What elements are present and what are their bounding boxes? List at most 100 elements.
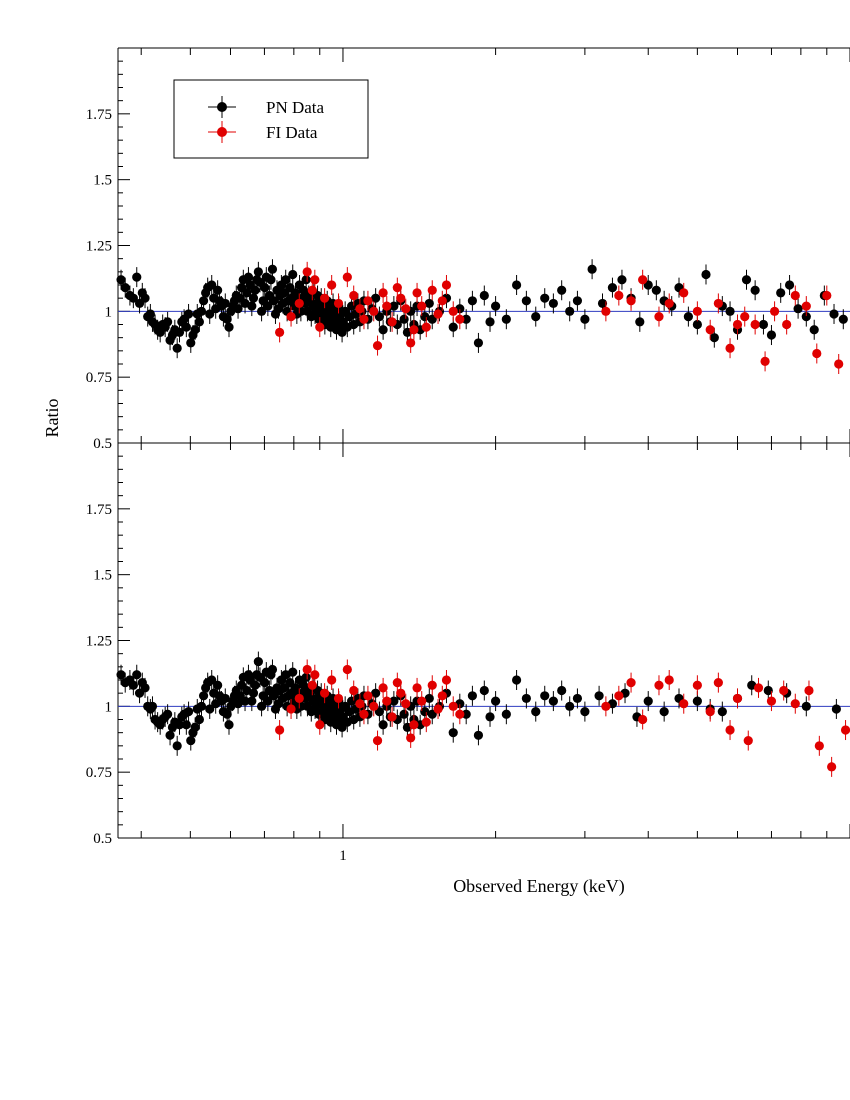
- marker: [427, 680, 437, 690]
- marker: [186, 338, 196, 348]
- marker: [327, 280, 337, 290]
- pn-data-point: [207, 275, 217, 295]
- marker: [838, 314, 848, 324]
- marker: [705, 707, 715, 717]
- marker: [310, 275, 320, 285]
- y-tick-label: 1.5: [93, 173, 112, 189]
- marker: [709, 333, 719, 343]
- pn-data-point: [220, 688, 230, 709]
- marker: [424, 693, 434, 704]
- marker: [315, 322, 325, 332]
- marker: [812, 348, 822, 359]
- pn-data-point: [717, 701, 727, 722]
- pn-data-point: [635, 311, 645, 332]
- fi-data-point: [743, 730, 753, 751]
- marker: [809, 325, 819, 335]
- marker: [572, 693, 583, 704]
- pn-data-point: [491, 296, 501, 317]
- marker: [412, 288, 422, 298]
- fi-data-point: [713, 293, 723, 314]
- y-tick-label: 1.75: [86, 107, 112, 123]
- marker: [427, 285, 437, 295]
- marker: [401, 699, 411, 709]
- pn-data-point: [389, 296, 399, 317]
- marker: [253, 656, 263, 667]
- fi-data-point: [638, 709, 648, 730]
- marker: [448, 322, 458, 332]
- legend-label-pn: PN Data: [266, 98, 325, 117]
- marker: [281, 670, 291, 680]
- marker: [643, 696, 653, 706]
- marker: [392, 283, 402, 293]
- marker: [635, 317, 645, 327]
- marker: [638, 275, 648, 285]
- fi-data-point: [320, 288, 330, 309]
- fi-data-point: [302, 261, 312, 282]
- fi-data-point: [382, 691, 392, 712]
- marker: [396, 293, 406, 303]
- pn-data-point: [701, 264, 711, 285]
- marker: [597, 298, 608, 309]
- marker: [531, 312, 541, 322]
- marker: [301, 672, 311, 682]
- pn-data-point: [224, 714, 234, 735]
- marker: [784, 280, 795, 290]
- marker: [128, 680, 138, 690]
- marker: [732, 319, 743, 330]
- marker: [790, 290, 800, 301]
- marker: [638, 714, 648, 725]
- marker: [548, 696, 558, 706]
- marker: [198, 691, 209, 701]
- fi-data-point: [315, 317, 325, 338]
- pn-data-point: [473, 725, 484, 746]
- pn-data-point: [540, 685, 550, 706]
- marker: [181, 322, 191, 332]
- fi-data-point: [396, 288, 406, 309]
- marker: [260, 283, 270, 293]
- fi-data-point: [427, 280, 437, 301]
- fi-data-point: [387, 706, 397, 727]
- marker: [302, 664, 312, 675]
- pn-data-point: [838, 309, 848, 330]
- marker: [740, 312, 750, 322]
- pn-data-point: [587, 259, 597, 280]
- pn-data-point: [172, 338, 182, 359]
- pn-data-point: [448, 722, 458, 743]
- pn-data-point: [172, 735, 182, 756]
- marker: [448, 728, 458, 738]
- marker: [378, 325, 388, 335]
- y-tick-label: 0.75: [86, 765, 112, 781]
- fi-data-point: [779, 680, 789, 701]
- marker: [790, 699, 800, 709]
- fi-data-point: [654, 675, 664, 696]
- pn-data-point: [147, 696, 158, 717]
- fi-data-point: [286, 698, 296, 719]
- marker: [224, 322, 234, 332]
- lower-panel-frame: [117, 443, 850, 839]
- fi-data-point: [732, 314, 743, 335]
- marker: [822, 290, 832, 301]
- marker: [327, 675, 337, 685]
- fi-data-point: [315, 714, 325, 735]
- marker: [194, 714, 204, 725]
- marker: [183, 707, 194, 717]
- pn-data-point: [572, 290, 583, 311]
- pn-data-point: [793, 298, 803, 319]
- marker: [521, 693, 531, 704]
- pn-data-point: [371, 683, 381, 704]
- marker: [369, 306, 379, 316]
- marker: [275, 725, 285, 735]
- marker: [654, 680, 664, 690]
- marker: [382, 301, 392, 311]
- pn-data-point: [220, 293, 230, 314]
- fi-data-point: [349, 285, 359, 306]
- marker: [769, 306, 780, 316]
- marker: [371, 688, 381, 698]
- marker: [399, 709, 409, 719]
- marker: [190, 722, 200, 733]
- marker: [205, 309, 215, 319]
- marker: [333, 298, 344, 309]
- marker: [473, 730, 484, 740]
- legend-label-fi: FI Data: [266, 123, 318, 142]
- fi-data-point: [433, 698, 443, 719]
